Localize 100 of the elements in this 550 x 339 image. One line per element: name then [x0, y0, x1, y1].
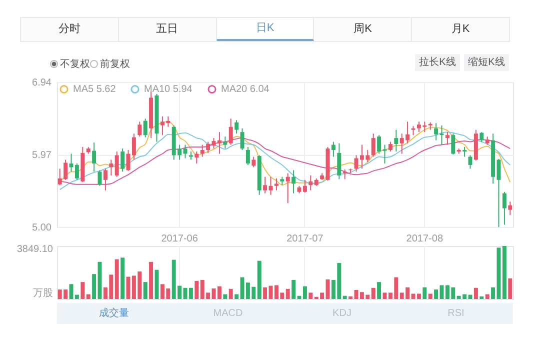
candlestick — [451, 133, 456, 155]
text: 五日 — [118, 18, 217, 41]
legend-label: MA20 6.04 — [221, 84, 270, 96]
text: RSI — [446, 307, 466, 321]
bar — [217, 286, 222, 299]
text: 周K — [314, 18, 412, 41]
bar — [474, 288, 478, 299]
candlestick — [132, 133, 136, 160]
line-series — [59, 121, 511, 186]
candlestick — [274, 178, 278, 191]
text: KDJ — [332, 307, 352, 321]
candlestick — [92, 142, 96, 172]
candlestick — [234, 120, 239, 134]
text: 前复权 — [100, 59, 130, 70]
text: MACD — [212, 307, 244, 321]
bar — [143, 282, 148, 299]
y-tick-label: 6.94 — [32, 78, 52, 88]
candlestick — [331, 141, 336, 158]
candlestick — [228, 118, 233, 146]
candlestick — [98, 170, 102, 186]
bar — [194, 280, 199, 299]
candlestick — [206, 141, 210, 154]
bar — [80, 282, 85, 299]
candlestick — [394, 129, 398, 152]
candlestick — [445, 132, 450, 146]
bar — [263, 287, 268, 299]
y-axis-title: 万股 — [33, 287, 53, 300]
candlestick — [302, 179, 307, 194]
candlestick — [286, 172, 290, 204]
candlestick — [292, 170, 296, 194]
candlestick — [223, 136, 228, 150]
bar — [74, 294, 79, 299]
candlestick — [74, 162, 79, 180]
bar — [92, 274, 96, 299]
bar — [223, 294, 228, 299]
bar — [485, 294, 490, 299]
candlestick — [308, 174, 313, 191]
candlestick — [337, 142, 342, 180]
candlestick — [508, 201, 512, 216]
bar — [428, 294, 432, 299]
candlestick — [371, 133, 376, 158]
candlestick — [388, 141, 392, 152]
candlestick — [109, 159, 114, 176]
candlestick — [217, 132, 222, 154]
candlestick — [263, 176, 268, 194]
bar — [234, 294, 239, 299]
bar — [508, 278, 512, 299]
text: 3849.10 — [16, 244, 53, 255]
text: 拉长K线 — [415, 54, 460, 71]
candlestick — [480, 132, 484, 142]
x-tick-label: 2017-07 — [286, 234, 324, 244]
legend-label: MA10 5.94 — [144, 84, 193, 96]
bar — [342, 296, 347, 299]
candlestick — [120, 148, 125, 172]
y-tick-label: 5.97 — [32, 150, 52, 161]
text: 月K — [450, 22, 471, 37]
candlestick — [252, 156, 256, 168]
bar — [348, 296, 353, 299]
x-tick-label: 2017-08 — [406, 234, 444, 244]
bar — [377, 282, 382, 299]
text: 日K — [216, 18, 314, 41]
bar — [411, 294, 416, 299]
bar — [422, 287, 427, 299]
candlestick — [138, 121, 142, 138]
candlestick — [194, 151, 199, 164]
bar — [502, 246, 506, 299]
x-tick-label: 2017-06 — [161, 234, 198, 244]
bar — [480, 296, 484, 299]
candlestick — [246, 146, 250, 166]
candlestick — [143, 118, 148, 138]
text: 分时 — [21, 18, 119, 41]
candlestick — [342, 168, 347, 180]
bar — [308, 292, 313, 299]
bar — [292, 280, 296, 299]
bar — [149, 262, 154, 299]
bar — [302, 286, 307, 299]
candlestick — [468, 154, 472, 170]
bar — [371, 288, 376, 299]
text: 不复权 — [60, 59, 90, 70]
candlestick — [114, 151, 119, 178]
candlestick — [377, 134, 382, 154]
bar — [188, 288, 193, 299]
bar — [257, 260, 262, 299]
candlestick — [434, 122, 438, 141]
bar — [120, 258, 125, 299]
candlestick — [462, 146, 467, 158]
bar — [286, 288, 290, 299]
bar — [416, 294, 421, 299]
text: 成交量 — [98, 306, 130, 321]
candlestick — [183, 144, 188, 159]
y-tick-label: 5.00 — [32, 222, 52, 234]
bar — [114, 259, 119, 299]
candlestick — [502, 191, 506, 226]
bar — [228, 288, 233, 299]
text: 缩短K线 — [464, 54, 509, 71]
legend-label: MA5 5.62 — [73, 84, 116, 96]
candlestick — [103, 168, 108, 191]
bar — [434, 289, 438, 299]
candlestick — [200, 144, 204, 158]
bar — [86, 294, 90, 299]
